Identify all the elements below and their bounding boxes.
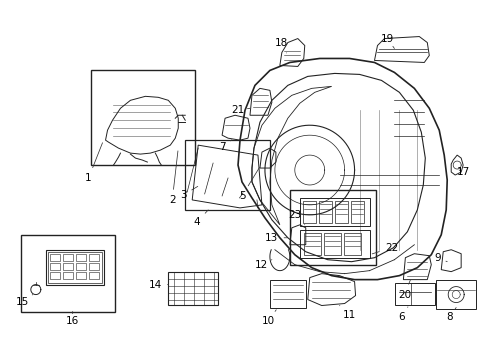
- Text: 1: 1: [85, 143, 102, 183]
- Bar: [50, 272, 60, 279]
- Bar: [185, 140, 269, 210]
- Text: 22: 22: [371, 243, 397, 254]
- Text: 3: 3: [180, 186, 197, 200]
- Text: 17: 17: [456, 167, 469, 177]
- Bar: [76, 272, 85, 279]
- Bar: [62, 263, 73, 270]
- Bar: [62, 272, 73, 279]
- Bar: [299, 198, 369, 226]
- Text: 13: 13: [264, 233, 286, 243]
- Text: 2: 2: [169, 151, 178, 205]
- Text: 20: 20: [397, 280, 410, 300]
- Bar: [76, 263, 85, 270]
- Bar: [318, 201, 331, 223]
- Text: 19: 19: [380, 33, 394, 49]
- Bar: [289, 190, 376, 265]
- Bar: [168, 272, 218, 305]
- Text: 23: 23: [287, 210, 304, 225]
- Text: 14: 14: [148, 280, 168, 289]
- Bar: [50, 254, 60, 261]
- Text: 15: 15: [16, 294, 33, 306]
- Bar: [303, 233, 320, 255]
- Bar: [302, 201, 315, 223]
- Bar: [48, 252, 102, 283]
- Bar: [299, 230, 369, 258]
- Bar: [76, 254, 85, 261]
- Text: 6: 6: [397, 307, 407, 323]
- Bar: [88, 263, 99, 270]
- Bar: [269, 280, 305, 307]
- Bar: [350, 201, 363, 223]
- Text: 11: 11: [339, 306, 355, 320]
- Bar: [62, 254, 73, 261]
- Bar: [50, 263, 60, 270]
- Text: 5: 5: [238, 167, 259, 201]
- Text: 18: 18: [275, 37, 288, 53]
- Bar: [90, 71, 195, 165]
- Bar: [435, 280, 475, 310]
- Text: 10: 10: [261, 310, 276, 327]
- Text: 21: 21: [231, 105, 249, 115]
- Text: 8: 8: [445, 307, 455, 323]
- Bar: [334, 201, 347, 223]
- Text: 12: 12: [255, 260, 271, 270]
- Bar: [395, 283, 434, 305]
- Bar: [88, 254, 99, 261]
- Text: 4: 4: [193, 210, 208, 227]
- Bar: [323, 233, 340, 255]
- Text: 16: 16: [66, 311, 79, 327]
- Text: 9: 9: [433, 253, 447, 263]
- Text: 7: 7: [218, 140, 231, 152]
- Bar: [46, 250, 103, 285]
- Bar: [343, 233, 360, 255]
- Bar: [88, 272, 99, 279]
- Bar: [21, 235, 115, 312]
